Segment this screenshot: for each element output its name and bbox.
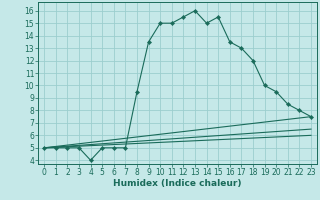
X-axis label: Humidex (Indice chaleur): Humidex (Indice chaleur) bbox=[113, 179, 242, 188]
